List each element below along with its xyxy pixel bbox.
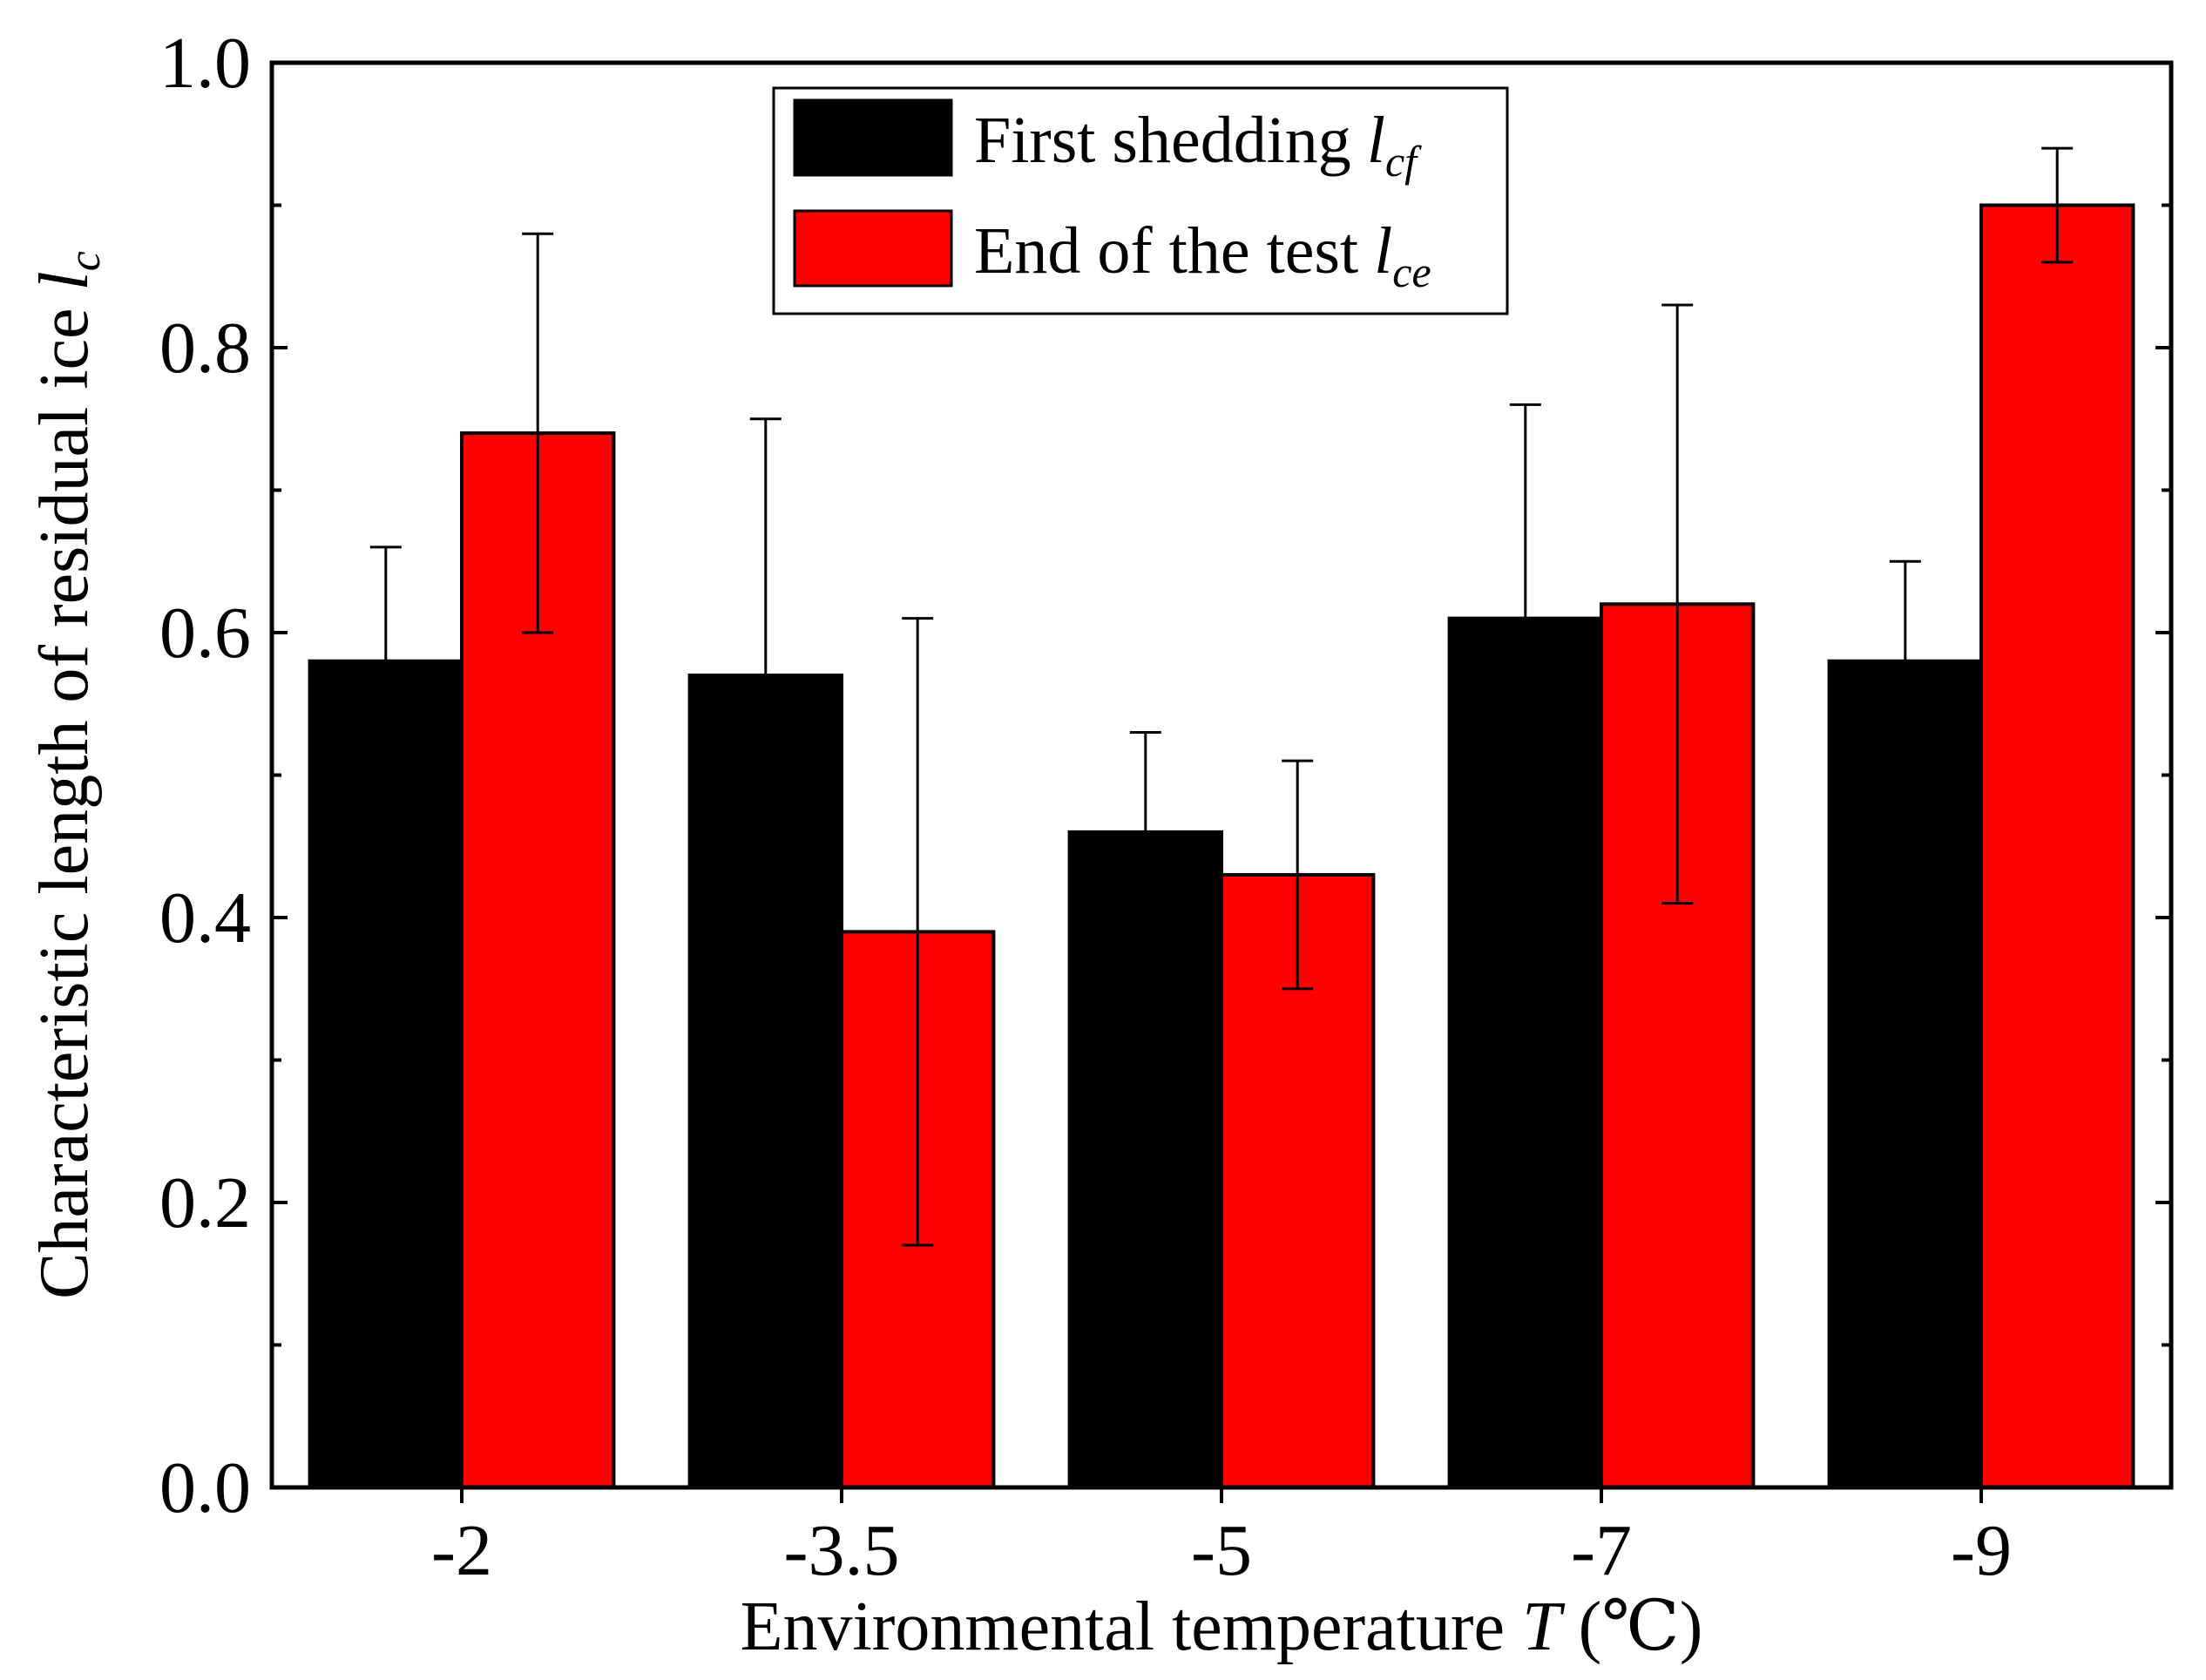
x-axis-title: Environmental temperature T (℃): [741, 1589, 1703, 1665]
x-axis-title-unit: (℃): [1561, 1589, 1703, 1665]
y-tick-label: 0.8: [159, 308, 251, 389]
bar-first-shedding--9: [1827, 659, 1984, 1489]
x-tick-labels: -2 -3.5 -5 -7 -9: [431, 1510, 2012, 1591]
x-tick-label: -3.5: [784, 1510, 900, 1591]
bar-first-shedding--5: [1067, 830, 1223, 1489]
y-tick-labels: 0.0 0.2 0.4 0.6 0.8 1.0: [159, 23, 251, 1528]
legend-swatch-end-of-test: [793, 209, 953, 288]
legend: First shedding lcf End of the test lce: [772, 86, 1509, 315]
bar-first-shedding--7: [1447, 616, 1603, 1489]
bars-layer: [308, 203, 2135, 1490]
legend-end-of-test-symbol: l: [1374, 214, 1392, 288]
legend-end-of-test-name: End of the test: [974, 214, 1358, 288]
x-axis-title-symbol: T: [1522, 1589, 1566, 1665]
error-bars-layer: [369, 146, 2074, 1247]
legend-label-first-shedding: First shedding lcf: [974, 104, 1422, 186]
y-tick-label: 0.6: [159, 593, 251, 674]
y-tick-label: 0.0: [159, 1447, 251, 1528]
bar-first-shedding--2: [308, 659, 464, 1489]
y-axis-title: Characteristic length of residual ice lc: [26, 251, 110, 1299]
y-axis-title-symbol: l: [26, 271, 103, 290]
legend-end-of-test-subscript: ce: [1392, 247, 1431, 296]
legend-first-shedding-subscript: cf: [1385, 137, 1422, 186]
y-axis-title-subscript: c: [60, 251, 110, 271]
y-tick-label: 0.2: [159, 1162, 251, 1243]
x-tick-label: -2: [431, 1510, 492, 1591]
legend-swatch-first-shedding: [793, 98, 953, 177]
axis-ticks: [272, 61, 2171, 1503]
legend-first-shedding-name: First shedding: [974, 104, 1351, 177]
bar-first-shedding--3.5: [687, 674, 843, 1489]
legend-label-end-of-test: End of the test lce: [974, 214, 1431, 296]
y-tick-label: 0.4: [159, 877, 251, 959]
x-axis-title-prefix: Environmental temperature: [741, 1589, 1522, 1665]
y-tick-label: 1.0: [159, 23, 251, 104]
x-tick-label: -5: [1191, 1510, 1252, 1591]
y-axis-title-prefix: Characteristic length of residual ice: [26, 291, 103, 1299]
x-tick-label: -7: [1571, 1510, 1632, 1591]
legend-first-shedding-symbol: l: [1367, 104, 1385, 177]
x-tick-label: -9: [1951, 1510, 2012, 1591]
bar-end-of-test--9: [1979, 203, 2135, 1489]
